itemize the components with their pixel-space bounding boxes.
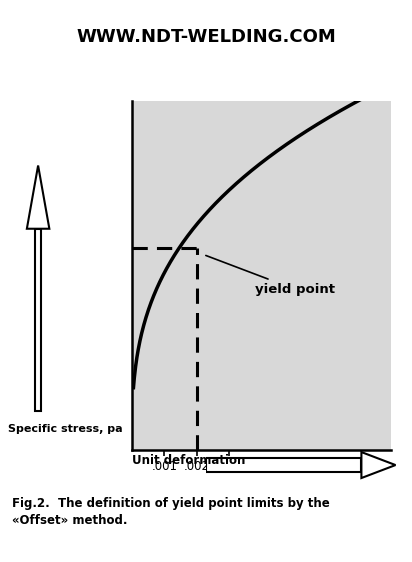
Polygon shape: [35, 229, 41, 411]
Text: Unit deformation: Unit deformation: [132, 454, 245, 466]
Polygon shape: [206, 458, 361, 472]
Polygon shape: [361, 452, 396, 478]
Text: Fig.2.  The definition of yield point limits by the: Fig.2. The definition of yield point lim…: [12, 497, 330, 510]
Text: WWW.NDT-WELDING.COM: WWW.NDT-WELDING.COM: [76, 28, 336, 46]
Text: «Offset» method.: «Offset» method.: [12, 514, 128, 527]
Text: yield point: yield point: [206, 256, 335, 296]
Polygon shape: [27, 166, 49, 229]
Text: Specific stress, pa: Specific stress, pa: [8, 424, 123, 434]
